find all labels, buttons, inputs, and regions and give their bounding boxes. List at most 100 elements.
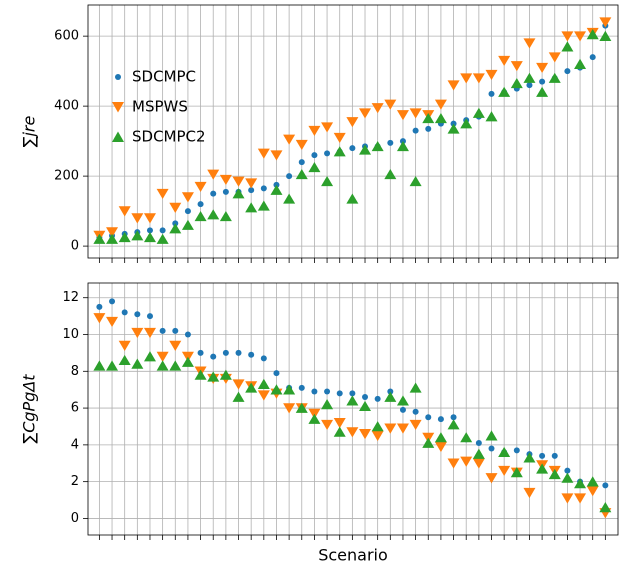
point (333, 417, 346, 429)
point (561, 493, 574, 504)
point (434, 99, 447, 110)
point (384, 99, 397, 110)
point (156, 360, 169, 371)
point (245, 382, 258, 393)
point (485, 473, 498, 484)
point (321, 175, 334, 187)
point (131, 230, 144, 241)
point (143, 231, 156, 243)
point (574, 58, 587, 69)
point (498, 465, 511, 477)
point (399, 406, 406, 413)
point (561, 41, 574, 52)
point (437, 416, 444, 423)
point (134, 311, 141, 318)
point (260, 185, 267, 192)
point (599, 502, 612, 513)
point (118, 231, 131, 243)
point (564, 68, 571, 75)
point (156, 351, 169, 362)
point (460, 456, 473, 467)
y-tick-label: 6 (71, 401, 79, 416)
point (346, 427, 359, 438)
point (146, 313, 153, 320)
point (409, 419, 422, 431)
point (488, 90, 495, 97)
point (311, 388, 318, 395)
point (523, 487, 536, 499)
point (488, 445, 495, 452)
point (333, 426, 346, 437)
point (349, 145, 356, 152)
point (409, 382, 422, 393)
legend-label: SDCMPC2 (132, 128, 206, 146)
point (286, 173, 293, 180)
point (298, 159, 305, 166)
point (485, 69, 498, 81)
point (248, 187, 255, 194)
point (548, 72, 561, 83)
point (574, 31, 587, 42)
point (371, 430, 384, 442)
y-tick-label: 4 (71, 437, 79, 452)
point (539, 452, 546, 459)
point (548, 52, 561, 63)
point (283, 193, 296, 204)
point (396, 395, 409, 406)
legend-marker (112, 102, 124, 113)
axes-frame (87, 4, 619, 259)
point (498, 55, 511, 67)
point (359, 108, 372, 119)
point (143, 327, 156, 339)
point (283, 384, 296, 395)
point (346, 117, 359, 128)
legend-marker (112, 131, 124, 142)
point (156, 233, 169, 244)
point (93, 360, 106, 371)
point (194, 181, 207, 193)
point (270, 184, 283, 195)
point (374, 395, 381, 402)
point (109, 298, 116, 305)
point (308, 413, 321, 424)
point (210, 190, 217, 197)
point (447, 80, 460, 91)
point (589, 54, 596, 61)
point (425, 125, 432, 132)
point (586, 476, 599, 487)
point (371, 103, 384, 114)
point (131, 358, 144, 369)
point (561, 472, 574, 483)
point (172, 327, 179, 334)
point (321, 419, 334, 431)
point (434, 441, 447, 453)
point (384, 423, 397, 434)
point (371, 421, 384, 432)
point (409, 175, 422, 187)
point (510, 467, 523, 478)
point (232, 176, 245, 187)
point (321, 122, 334, 133)
point (146, 227, 153, 234)
y-axis-label: ∑jre (20, 116, 39, 148)
point (93, 313, 106, 324)
point (450, 414, 457, 421)
x-axis-label: Scenario (318, 546, 388, 565)
point (387, 139, 394, 146)
point (422, 112, 435, 124)
point (396, 140, 409, 152)
point (184, 331, 191, 338)
point (260, 355, 267, 362)
point (510, 77, 523, 89)
point (536, 86, 549, 97)
point (523, 72, 536, 83)
point (498, 446, 511, 458)
point (118, 340, 131, 351)
point (536, 463, 549, 474)
point (447, 458, 460, 469)
point (257, 390, 270, 401)
point (321, 399, 334, 410)
legend: SDCMPC MSPWS SDCMPC2 (112, 68, 206, 146)
point (207, 209, 220, 220)
